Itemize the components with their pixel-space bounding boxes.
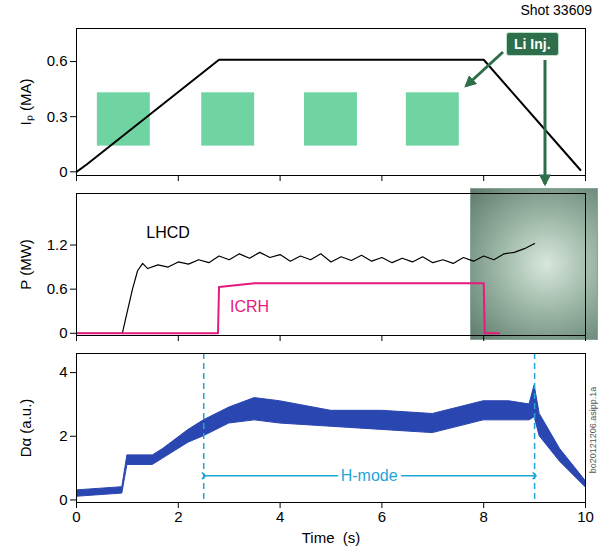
- svg-text:0.3: 0.3: [47, 108, 68, 125]
- svg-text:4: 4: [276, 508, 284, 525]
- svg-text:Time (s): Time (s): [302, 529, 361, 546]
- svg-text:0: 0: [59, 491, 67, 508]
- svg-text:0.6: 0.6: [47, 280, 68, 297]
- svg-text:0: 0: [59, 324, 67, 341]
- svg-text:0: 0: [72, 508, 80, 525]
- html-text:Shot 33609: Shot 33609: [520, 2, 592, 18]
- svg-text:H-mode: H-mode: [341, 467, 398, 484]
- svg-text:6: 6: [378, 508, 386, 525]
- svg-text:Iₚ (MA): Iₚ (MA): [17, 79, 35, 126]
- svg-text:bo20121206.asipp.1a: bo20121206.asipp.1a: [588, 387, 598, 474]
- svg-text:Dα (a.u.): Dα (a.u.): [17, 399, 34, 458]
- svg-text:LHCD: LHCD: [146, 224, 190, 241]
- svg-text:2: 2: [59, 427, 67, 444]
- svg-text:1.2: 1.2: [47, 236, 68, 253]
- svg-text:ICRH: ICRH: [230, 298, 269, 315]
- svg-text:0.6: 0.6: [47, 52, 68, 69]
- svg-text:P (MW): P (MW): [17, 239, 34, 290]
- svg-text:2: 2: [174, 508, 182, 525]
- svg-text:8: 8: [480, 508, 488, 525]
- svg-text:4: 4: [59, 363, 67, 380]
- svg-text:10: 10: [577, 508, 594, 525]
- html-text:Li Inj.: Li Inj.: [514, 36, 551, 52]
- svg-text:0: 0: [59, 163, 67, 180]
